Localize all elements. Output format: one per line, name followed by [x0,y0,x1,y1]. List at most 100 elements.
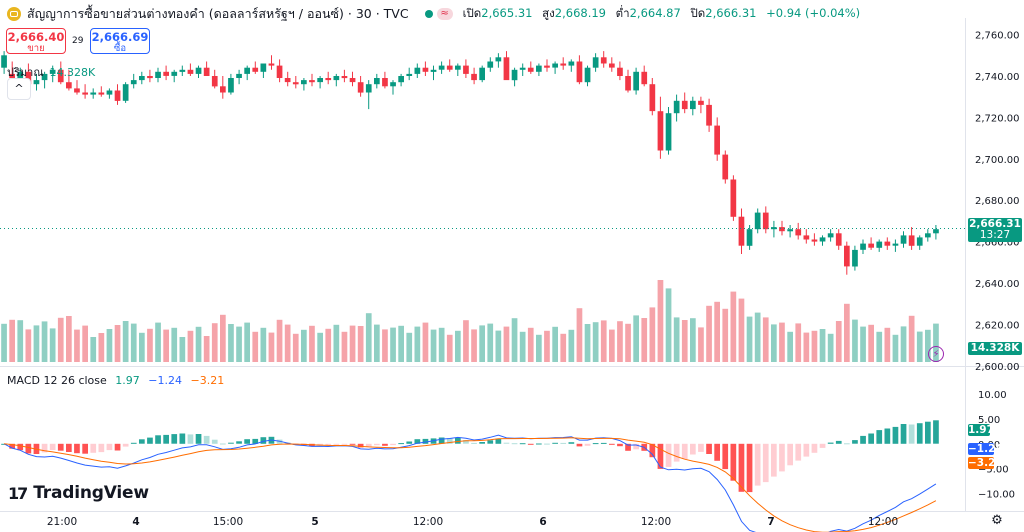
volume-bar [827,333,834,362]
buy-button[interactable]: 2,666.69 ซื้อ [90,28,150,54]
macd-histogram-bar [90,443,97,453]
volume-bar [762,317,769,362]
volume-bar [349,325,356,362]
volume-bar [430,329,437,362]
macd-histogram-bar [66,443,72,452]
macd-legend: MACD 12 26 close 1.97 −1.24 −3.21 [7,374,225,387]
volume-bar [576,308,583,362]
time-tick-label: 4 [132,516,139,528]
candle-body [536,65,542,72]
time-tick-label: 12:00 [641,516,671,528]
time-tick-label: 5 [311,516,318,528]
macd-histogram-bar [49,443,56,450]
macd-histogram-bar [536,443,542,445]
macd-histogram-bar [690,443,696,455]
candle-body [365,84,372,93]
candle-body [301,80,307,85]
volume-bar [130,323,137,362]
candle-body [203,67,210,76]
last-price-tag: 2,666.31 13:27 [968,218,1022,242]
volume-bar [625,323,631,362]
candle-body [98,92,105,95]
candle-body [527,67,534,72]
wave-icon[interactable]: ≈ [436,8,453,20]
macd-histogram-bar [228,442,234,444]
volume-bar [722,308,729,362]
macd-histogram-bar [195,434,202,444]
gear-icon[interactable]: ⚙ [991,513,1003,528]
macd-histogram-bar [487,440,494,444]
volume-bar [609,329,615,362]
candle-body [900,235,907,244]
candle-body [584,67,591,83]
volume-bar [252,331,259,362]
macd-histogram-bar [908,424,915,444]
macd-histogram-bar [349,443,356,445]
volume-bar [179,337,186,362]
candle-body [495,57,502,62]
candle-body [544,65,550,68]
price-tick-label: 2,760.00 [975,31,1020,42]
tradingview-logo[interactable]: 17 TradingView [8,483,149,503]
volume-bar [244,322,250,362]
macd-histogram-bar [114,443,121,451]
symbol-title[interactable]: สัญญาการซื้อขายส่วนต่างทองคำ (ดอลลาร์สหร… [27,6,409,21]
candle-body [90,92,97,95]
volume-bar [487,323,494,362]
macd-histogram-bar [738,443,745,492]
volume-bar [268,332,275,362]
candle-body [171,71,178,76]
volume-bar [49,328,56,362]
volume-bar [446,334,453,362]
candle-body [892,243,899,246]
candle-body [592,57,599,68]
volume-bar [357,326,364,362]
lightning-icon[interactable]: ⚡ [928,346,944,362]
candle-body [147,76,153,79]
candle-body [568,61,575,66]
macd-histogram-bar [916,423,923,444]
macd-histogram-bar [171,434,178,444]
candle-body [511,69,518,81]
collapse-chevron-up-icon[interactable]: ^ [7,78,31,100]
macd-histogram-bar [544,443,550,445]
candle-body [455,65,461,70]
macd-histogram-bar [163,434,169,444]
volume-bar [284,324,291,362]
volume-bar [536,334,542,362]
volume-bar [325,328,332,362]
macd-histogram-bar [374,443,380,446]
time-tick-label: 21:00 [47,516,77,528]
candle-body [722,154,729,180]
volume-bar [495,330,502,362]
macd-histogram-bar [819,443,826,448]
candle-body [155,71,161,78]
price-tick-label: 2,660.00 [975,238,1020,249]
candle-body [430,69,437,72]
change-value: +0.94 (+0.04%) [766,6,861,20]
macd-tick-label: −10.00 [978,490,1015,501]
macd-histogram-bar [868,433,874,444]
candle-body [317,78,323,83]
candle-body [519,67,526,70]
time-tick-label: 7 [767,516,774,528]
gold-symbol-icon [7,7,21,21]
candle-body [803,235,810,240]
sell-button[interactable]: 2,666.40 ขาย [6,28,66,54]
time-tick-label: 15:00 [213,516,243,528]
macd-histogram-bar [722,443,729,470]
candle-body [422,67,429,72]
volume-bar [171,327,178,362]
volume-bar [390,327,396,362]
volume-bar [276,319,283,362]
candle-body [479,67,485,81]
macd-histogram-bar [236,441,242,444]
candle-body [738,216,745,246]
macd-histogram-bar [390,443,396,446]
macd-histogram-bar [98,443,105,453]
macd-histogram-bar [106,443,113,451]
macd-histogram-bar [698,443,704,452]
candle-body [868,243,874,248]
volume-bar [317,332,323,362]
